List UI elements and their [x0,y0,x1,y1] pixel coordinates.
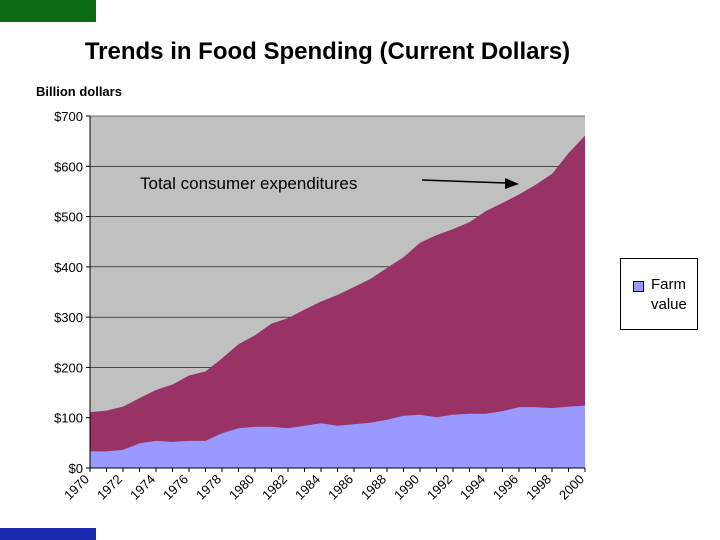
legend-swatch-farm-value [633,281,644,292]
x-tick-label: 1990 [391,472,422,503]
y-tick-label: $300 [54,310,83,325]
y-tick-label: $700 [54,109,83,124]
x-tick-label: 1980 [226,472,257,503]
y-tick-label: $0 [69,461,83,476]
x-tick-label: 1998 [523,472,554,503]
annotation-label: Total consumer expenditures [140,174,357,193]
y-tick-label: $400 [54,260,83,275]
x-tick-label: 2000 [556,472,587,503]
annotation-arrow-head [505,178,519,189]
x-tick-label: 1996 [490,472,521,503]
series-area-farm-value [90,405,585,468]
x-tick-label: 1978 [193,472,224,503]
y-tick-label: $500 [54,210,83,225]
x-tick-label: 1972 [94,472,125,503]
x-tick-label: 1992 [424,472,455,503]
brand-corner-top [0,0,96,22]
series-area-total-consumer-expenditures [90,135,585,468]
y-tick-label: $600 [54,159,83,174]
x-tick-label: 1994 [457,472,488,503]
brand-corner-bottom [0,528,96,540]
x-tick-label: 1988 [358,472,389,503]
y-axis-title: Billion dollars [36,84,122,99]
slide-title: Trends in Food Spending (Current Dollars… [84,38,571,65]
annotation-arrow-line [421,179,507,184]
legend-label-farm-value: Farm value [651,275,695,315]
legend: Farm value [620,258,698,330]
x-tick-label: 1984 [292,472,323,503]
y-tick-labels: $0 $100 $200 $300 $400 $500 $600 $700 [54,109,90,476]
y-tick-label: $200 [54,360,83,375]
x-tick-label: 1982 [259,472,290,503]
x-tick-label: 1976 [160,472,191,503]
x-tick-labels: 1970 1972 1974 1976 1978 1980 1982 1984 1986 1988… [61,468,587,503]
y-tick-label: $100 [54,411,83,426]
x-tick-label: 1986 [325,472,356,503]
legend-label-line-1: Farm [651,276,686,293]
x-tick-label: 1974 [127,472,158,503]
x-tick-label: 1970 [61,472,92,503]
legend-label-line-2: value [651,296,687,313]
